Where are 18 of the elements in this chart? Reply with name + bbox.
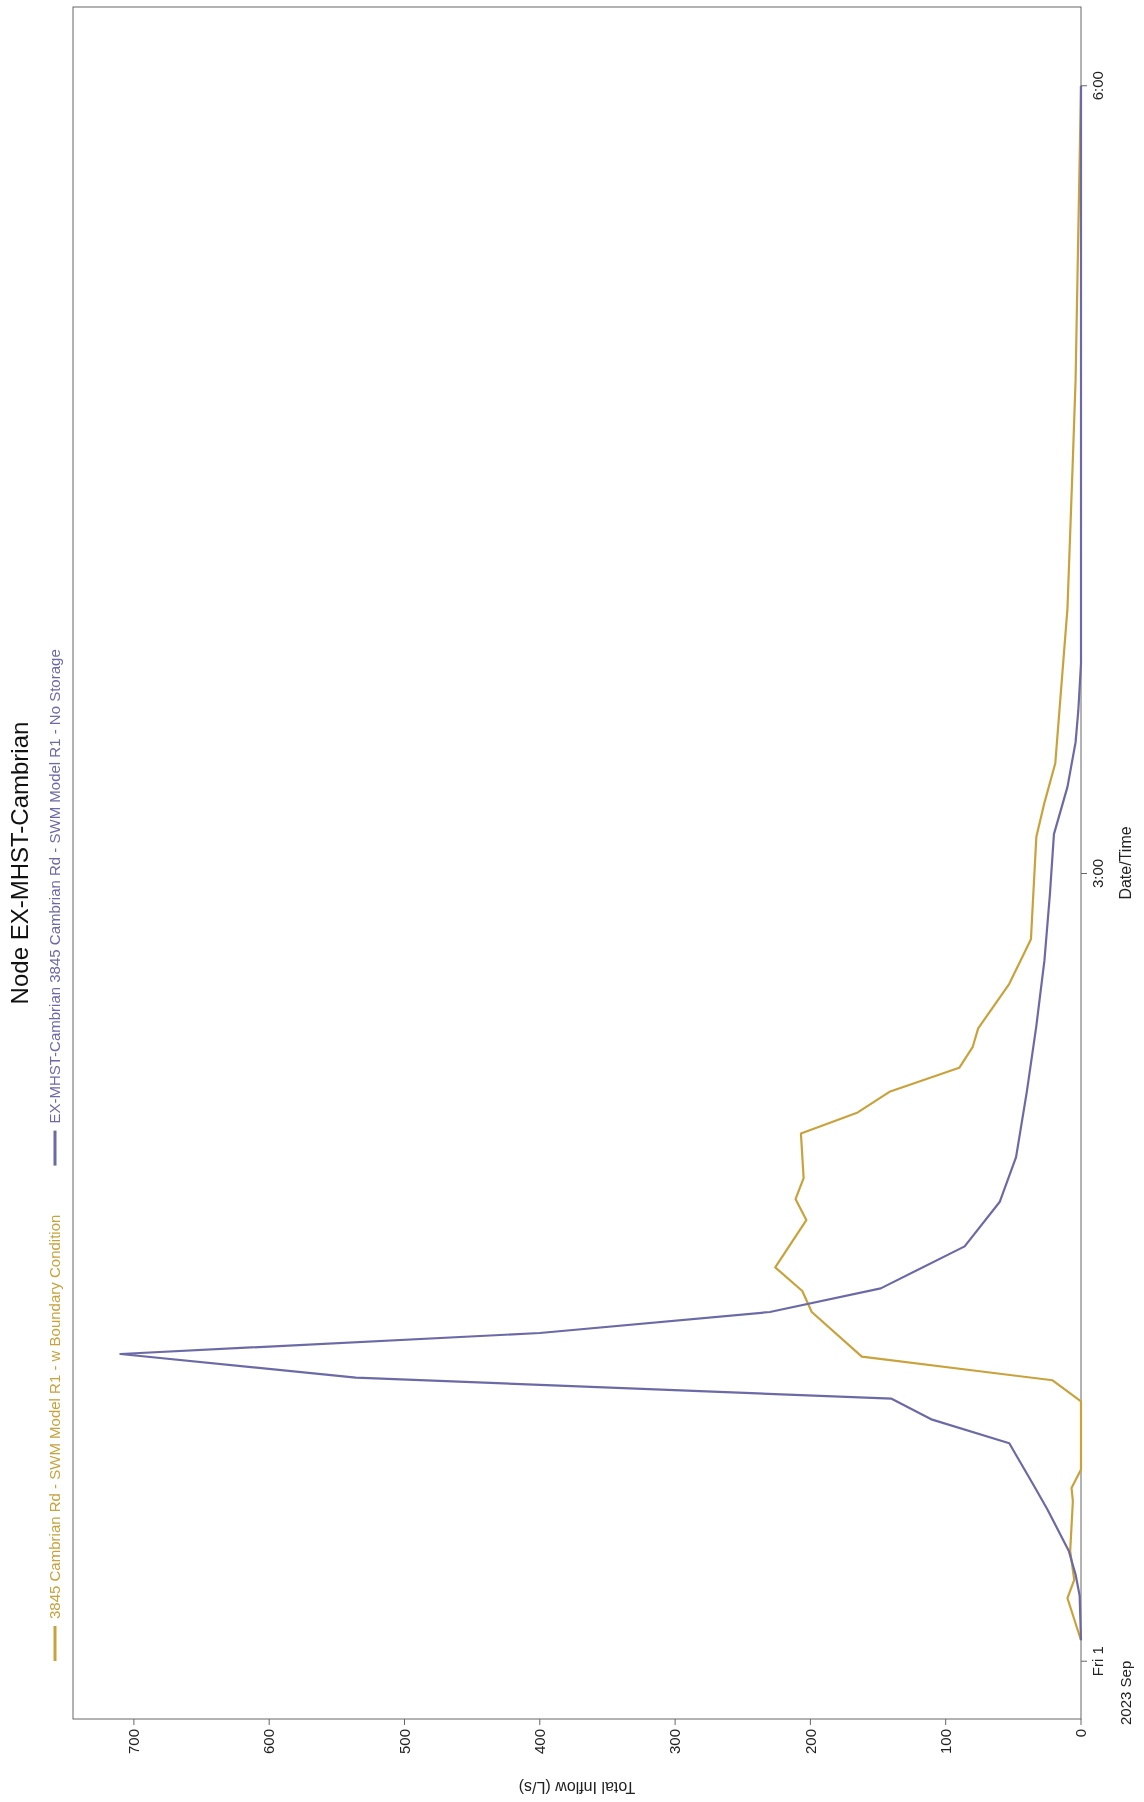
line-series bbox=[119, 84, 1083, 1642]
x-tick-label: 300 bbox=[666, 1729, 684, 1755]
x-tick-label: 100 bbox=[936, 1729, 954, 1755]
x-tick-label: 700 bbox=[125, 1729, 143, 1755]
y-tick-label: Fri 1 bbox=[1088, 1646, 1106, 1677]
x-tick-label: 0 bbox=[1072, 1729, 1090, 1738]
text: 3845 Cambrian Rd - SWM Model R1 - w Boundary Condition bbox=[46, 1214, 64, 1619]
x-tick-label: 200 bbox=[801, 1729, 819, 1755]
y-tick-label: 6:00 bbox=[1088, 71, 1106, 101]
x-tick-label: 500 bbox=[395, 1729, 413, 1755]
x-tick-label: 400 bbox=[531, 1729, 549, 1755]
x-tick-label: 600 bbox=[260, 1729, 278, 1755]
text: Node EX-MHST-Cambrian bbox=[6, 721, 33, 1005]
x-axis-title: Total Inflow (L/s) bbox=[518, 1778, 636, 1796]
text: EX-MHST-Cambrian 3845 Cambrian Rd - SWM Model R1 - No Storage bbox=[46, 649, 64, 1124]
text: 2023 Sep bbox=[1116, 1660, 1134, 1725]
y-axis-title: Date/Time bbox=[1117, 826, 1135, 900]
y-tick-label: 3:00 bbox=[1088, 858, 1106, 889]
